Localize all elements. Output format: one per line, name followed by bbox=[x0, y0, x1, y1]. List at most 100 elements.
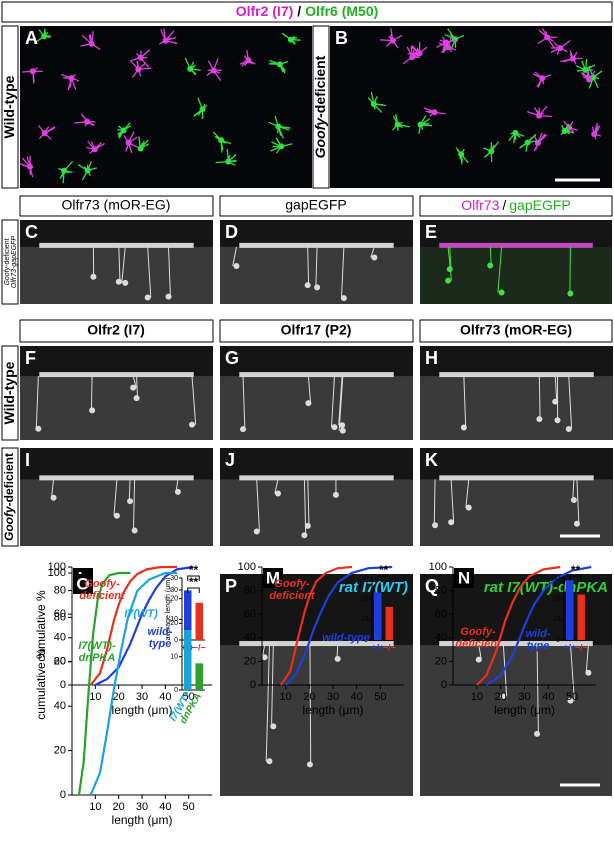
soma bbox=[113, 512, 120, 519]
cell bbox=[394, 121, 401, 128]
side-label-part: -deficient bbox=[4, 238, 11, 266]
soma bbox=[50, 494, 57, 501]
cell bbox=[442, 39, 449, 46]
x-tick-label: 20 bbox=[113, 691, 125, 703]
side-label-part: Wild-type bbox=[1, 361, 17, 424]
y-tick-label: 100 bbox=[48, 561, 66, 573]
cdf-line bbox=[476, 565, 561, 686]
soma bbox=[131, 527, 138, 534]
cell bbox=[187, 65, 194, 72]
axon bbox=[271, 645, 274, 727]
label: Olfr2 (I7) bbox=[87, 322, 145, 338]
x-axis-label: length (μm) bbox=[112, 703, 173, 717]
soma bbox=[573, 520, 580, 527]
soma bbox=[240, 426, 247, 433]
inset-y-tick-label: 10 bbox=[170, 654, 178, 661]
axon bbox=[136, 376, 139, 399]
axon bbox=[118, 246, 121, 282]
soma bbox=[189, 421, 196, 428]
micrograph bbox=[20, 346, 213, 440]
tissue bbox=[420, 376, 613, 440]
label: Olfr73 (mOR-EG) bbox=[62, 197, 171, 213]
x-tick-label: 40 bbox=[159, 801, 171, 813]
glomerular-layer bbox=[439, 372, 594, 378]
axon bbox=[576, 479, 580, 524]
axon bbox=[307, 479, 310, 526]
side-label-part: Wild-type bbox=[1, 75, 17, 138]
axon bbox=[449, 246, 452, 270]
x-axis-label: length (μm) bbox=[494, 703, 555, 717]
side-label: Goofy-deficient bbox=[2, 453, 16, 541]
tissue bbox=[220, 376, 413, 440]
axon bbox=[132, 375, 137, 388]
soma bbox=[304, 282, 311, 289]
axon bbox=[338, 376, 343, 426]
soma bbox=[567, 697, 574, 704]
y-tick-label: 20 bbox=[54, 655, 66, 667]
soma bbox=[266, 758, 273, 765]
axon bbox=[463, 376, 467, 428]
panel-letter: N bbox=[458, 568, 470, 587]
cell bbox=[218, 137, 225, 144]
panel-letter: F bbox=[25, 348, 36, 368]
x-tick-label: 30 bbox=[327, 691, 339, 703]
tissue bbox=[20, 246, 213, 304]
inset-bar bbox=[195, 663, 203, 690]
soma bbox=[465, 504, 472, 511]
image-bg bbox=[330, 26, 612, 188]
cell bbox=[389, 37, 396, 44]
inset-bar bbox=[385, 606, 393, 640]
axon bbox=[370, 246, 375, 258]
cell bbox=[125, 139, 132, 146]
inset-y-tick-label: 30 bbox=[360, 575, 368, 582]
glomerular-layer bbox=[39, 372, 194, 378]
soma bbox=[144, 294, 151, 301]
glomerular-layer bbox=[439, 242, 593, 248]
cell bbox=[512, 129, 519, 136]
legend-label: Goofy-deficient bbox=[79, 578, 125, 602]
legend-label: wild-type bbox=[147, 626, 173, 650]
label-box bbox=[1, 345, 19, 441]
tissue bbox=[420, 645, 612, 796]
label-box bbox=[419, 319, 613, 343]
soma bbox=[445, 277, 452, 284]
cdf-line bbox=[485, 565, 592, 686]
cell bbox=[544, 34, 551, 41]
y-tick-label: 80 bbox=[54, 611, 66, 623]
cdf-line bbox=[89, 571, 177, 796]
axon bbox=[35, 376, 39, 429]
x-tick-label: 20 bbox=[495, 691, 507, 703]
soma bbox=[275, 490, 282, 497]
axon bbox=[538, 376, 541, 420]
y-tick-label: 0 bbox=[441, 679, 447, 691]
axon bbox=[568, 376, 573, 429]
soma bbox=[130, 384, 137, 391]
axon bbox=[572, 479, 575, 501]
header-part: Olfr2 (I7) bbox=[236, 3, 294, 19]
cell bbox=[431, 109, 438, 116]
soma bbox=[570, 496, 577, 503]
x-tick-label: 10 bbox=[471, 691, 483, 703]
side-label: Olfr73-gapEGFP bbox=[11, 236, 18, 288]
y-tick-label: 80 bbox=[244, 585, 256, 597]
side-label-part: -deficient bbox=[2, 453, 16, 506]
significance-bracket bbox=[187, 575, 200, 581]
soma bbox=[233, 262, 240, 269]
y-tick-label: 20 bbox=[435, 655, 447, 667]
panel-letter: B bbox=[335, 28, 348, 48]
x-tick-label: 10 bbox=[280, 691, 292, 703]
soma bbox=[270, 723, 277, 730]
y-tick-label: 20 bbox=[54, 745, 66, 757]
x-tick-label: 30 bbox=[136, 691, 148, 703]
soma bbox=[304, 522, 311, 529]
soma bbox=[339, 427, 346, 434]
axon bbox=[315, 246, 318, 288]
cell bbox=[137, 54, 144, 61]
soma bbox=[253, 528, 260, 535]
soma bbox=[554, 417, 561, 424]
soma bbox=[174, 488, 181, 495]
axon bbox=[168, 246, 171, 297]
cell bbox=[591, 131, 598, 138]
